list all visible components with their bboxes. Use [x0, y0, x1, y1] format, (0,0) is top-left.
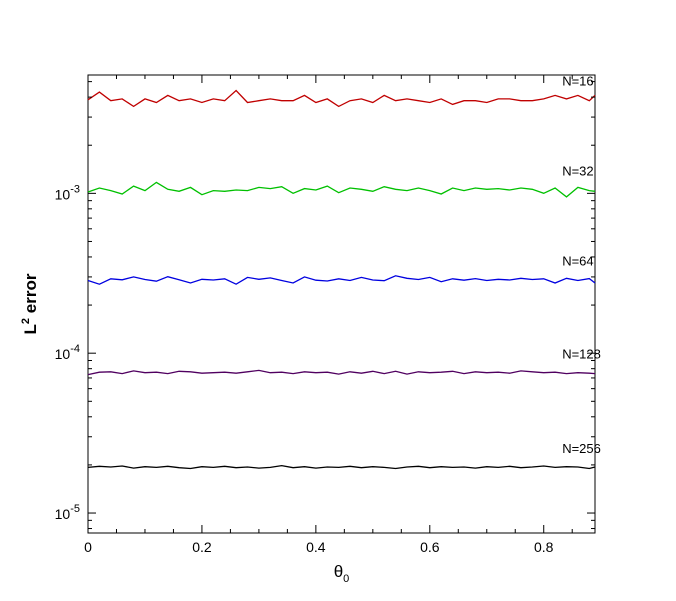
series-line: [87, 464, 596, 470]
x-tick-label: 0.8: [534, 539, 554, 555]
x-tick-label: 0.6: [420, 539, 440, 555]
series-label: N=128: [562, 346, 601, 361]
series-line: [87, 369, 596, 376]
x-axis: 0 0.2 0.4 0.6 0.8: [84, 75, 573, 555]
series-line: [87, 89, 596, 108]
series-layer: N=16 N=32 N=64 N=128 N=256: [87, 74, 601, 470]
y-axis: 10-3 10-4 10-5: [55, 81, 595, 530]
series-label: N=256: [562, 441, 601, 456]
y-tick-label: 10-4: [55, 343, 80, 362]
y-axis-title: L2 error: [20, 273, 40, 334]
plot-frame: [87, 74, 596, 534]
series-line: [87, 181, 596, 198]
series-label: N=32: [562, 164, 593, 179]
x-tick-label: 0.4: [306, 539, 326, 555]
x-tick-label: 0.2: [192, 539, 212, 555]
plot-area: [87, 74, 596, 534]
y-tick-label: 10-3: [55, 183, 80, 202]
series-line: [87, 275, 596, 285]
x-axis-title: θ0: [334, 562, 350, 585]
y-tick-label: 10-5: [55, 503, 80, 522]
x-tick-label: 0: [84, 539, 92, 555]
series-label: N=16: [562, 74, 593, 89]
series-label: N=64: [562, 254, 593, 269]
